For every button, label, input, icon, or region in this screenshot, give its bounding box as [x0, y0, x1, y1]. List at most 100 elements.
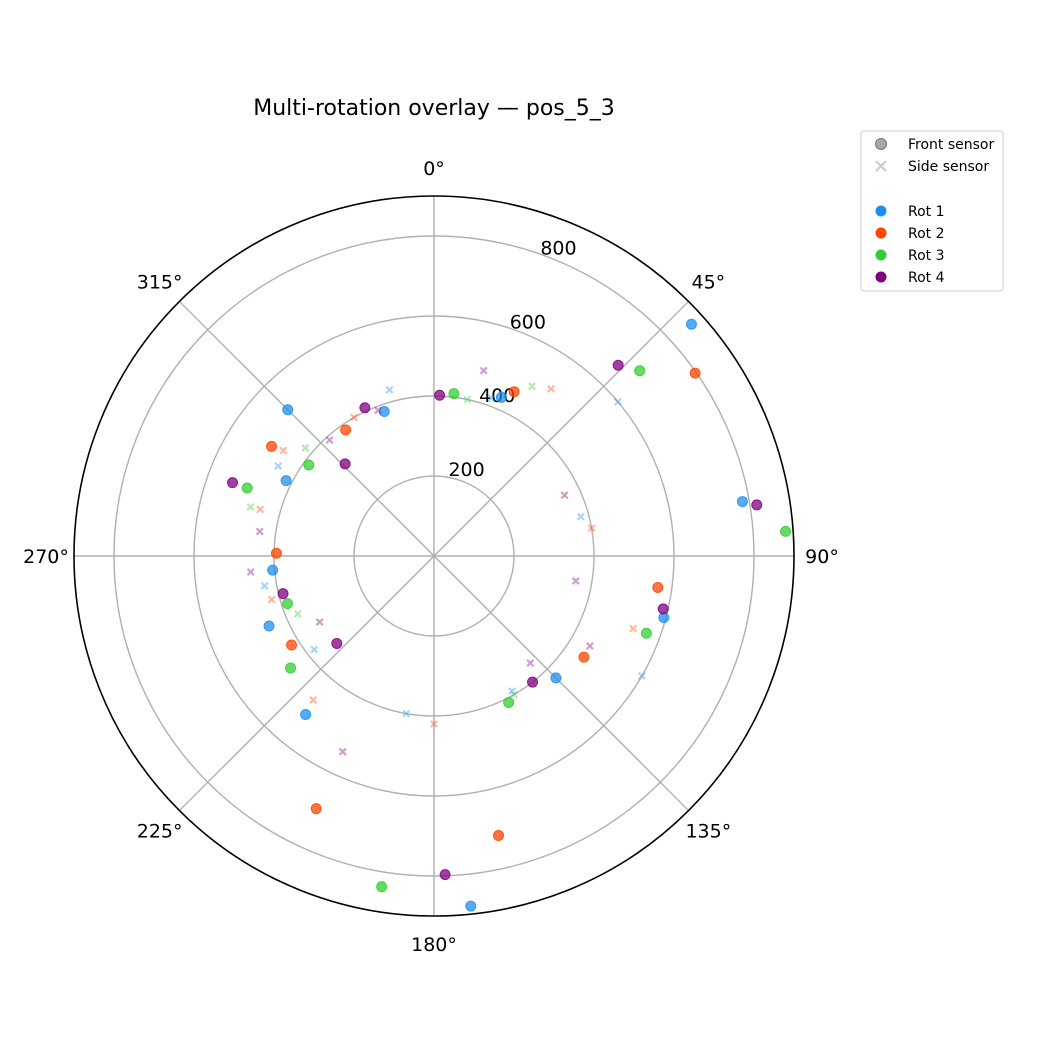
side-sensor-point: [338, 747, 347, 756]
side-sensor-point: [246, 502, 255, 511]
side-sensor-point: [463, 395, 472, 404]
side-sensor-point: [274, 462, 283, 470]
side-sensor-point: [576, 512, 585, 521]
angular-tick-label: 225°: [137, 820, 183, 842]
front-sensor-point: [495, 391, 507, 403]
front-sensor-point: [227, 477, 239, 489]
front-sensor-point: [339, 458, 351, 470]
front-sensor-point: [270, 547, 282, 559]
legend-frame: [860, 130, 1004, 292]
front-sensor-point: [376, 881, 388, 893]
front-sensor-point: [652, 581, 664, 593]
legend-rot-label: Rot 4: [908, 270, 945, 286]
front-sensor-point: [780, 525, 792, 537]
front-sensor-point: [689, 367, 701, 379]
angular-tick-label: 90°: [805, 546, 839, 568]
side-sensor-point: [246, 568, 255, 577]
legend-rot-label: Rot 1: [908, 204, 945, 220]
angular-gridline-135: [433, 555, 690, 812]
side-sensor-point: [528, 382, 536, 391]
angular-tick-label: 135°: [685, 820, 731, 842]
side-sensor-point: [402, 709, 411, 718]
front-sensor-point: [331, 638, 343, 650]
side-sensor-point: [255, 527, 264, 536]
front-sensor-point: [267, 564, 279, 576]
front-sensor-point: [300, 709, 312, 721]
side-sensor-point: [637, 672, 646, 680]
side-sensor-point: [256, 505, 265, 514]
angular-tick-label: 180°: [411, 934, 457, 956]
side-sensor-point: [279, 446, 288, 455]
front-sensor-point: [303, 459, 315, 471]
front-sensor-point: [241, 482, 253, 494]
legend-rot-marker: [875, 227, 887, 239]
side-sensor-point: [430, 720, 438, 728]
legend-front-sensor-marker: [875, 138, 887, 150]
legend-rot-marker: [875, 249, 887, 261]
angular-tick-label: 0°: [423, 158, 445, 180]
legend-rot-label: Rot 3: [908, 248, 945, 264]
side-sensor-point: [571, 577, 580, 585]
front-sensor-point: [527, 676, 539, 688]
front-sensor-point: [657, 603, 669, 615]
side-sensor-point: [267, 595, 276, 604]
side-sensor-point: [310, 645, 319, 654]
side-sensor-point: [487, 394, 496, 403]
side-sensor-point: [325, 436, 334, 445]
angular-tick-labels: 0° 45° 90° 135° 180° 225° 270° 315°: [23, 158, 839, 956]
legend-rot-label: Rot 2: [908, 226, 945, 242]
front-sensor-point: [378, 406, 390, 418]
front-sensor-point: [448, 388, 460, 400]
front-sensor-point: [280, 475, 292, 487]
front-sensor-point: [282, 598, 294, 610]
side-sensor-point: [293, 609, 302, 618]
legend-side-sensor-label: Side sensor: [908, 159, 989, 175]
front-sensor-point: [685, 318, 697, 330]
front-sensor-point: [277, 588, 289, 600]
legend-front-sensor-label: Front sensor: [908, 137, 995, 153]
front-sensor-point: [263, 620, 275, 632]
legend-rot-marker: [875, 271, 887, 283]
angular-gridline-45: [433, 300, 690, 557]
side-sensor-point: [479, 366, 488, 375]
front-sensor-point: [493, 829, 505, 841]
front-sensor-point: [310, 803, 322, 815]
side-sensor-point: [374, 406, 383, 415]
side-sensor-point: [301, 444, 310, 452]
side-sensor-point: [613, 397, 622, 406]
side-sensor-point: [385, 385, 394, 394]
front-sensor-point: [550, 672, 562, 684]
front-sensor-point: [286, 639, 298, 651]
angular-gridline-315: [178, 300, 435, 557]
side-sensor-point: [508, 687, 516, 696]
data-points: [227, 318, 792, 912]
front-sensor-point: [434, 389, 446, 401]
front-sensor-point: [751, 499, 763, 511]
polar-outer-frame: [73, 195, 795, 917]
front-sensor-point: [508, 386, 520, 398]
radial-tick-labels: 200400600800: [448, 237, 576, 481]
legend-rot-marker: [875, 205, 887, 217]
front-sensor-point: [634, 365, 646, 377]
side-sensor-point: [309, 696, 318, 704]
side-sensor-point: [560, 491, 569, 500]
side-sensor-point: [547, 384, 555, 393]
front-sensor-point: [285, 662, 297, 674]
side-sensor-point: [587, 524, 596, 533]
angular-tick-label: 270°: [23, 546, 69, 568]
radial-tick-label: 800: [540, 237, 576, 259]
side-sensor-point: [315, 618, 324, 626]
angular-tick-label: 315°: [137, 272, 183, 294]
side-sensor-point: [585, 642, 594, 650]
side-sensor-point: [629, 624, 638, 633]
side-sensor-point: [526, 659, 535, 667]
front-sensor-point: [340, 424, 352, 436]
front-sensor-point: [736, 496, 748, 508]
front-sensor-point: [439, 869, 451, 881]
front-sensor-point: [503, 696, 515, 708]
legend: Front sensor Side sensor Rot 1 Rot 2 Rot 3 Ro…: [860, 130, 1004, 292]
angular-gridline-225: [178, 555, 435, 812]
front-sensor-point: [640, 627, 652, 639]
front-sensor-point: [578, 651, 590, 663]
